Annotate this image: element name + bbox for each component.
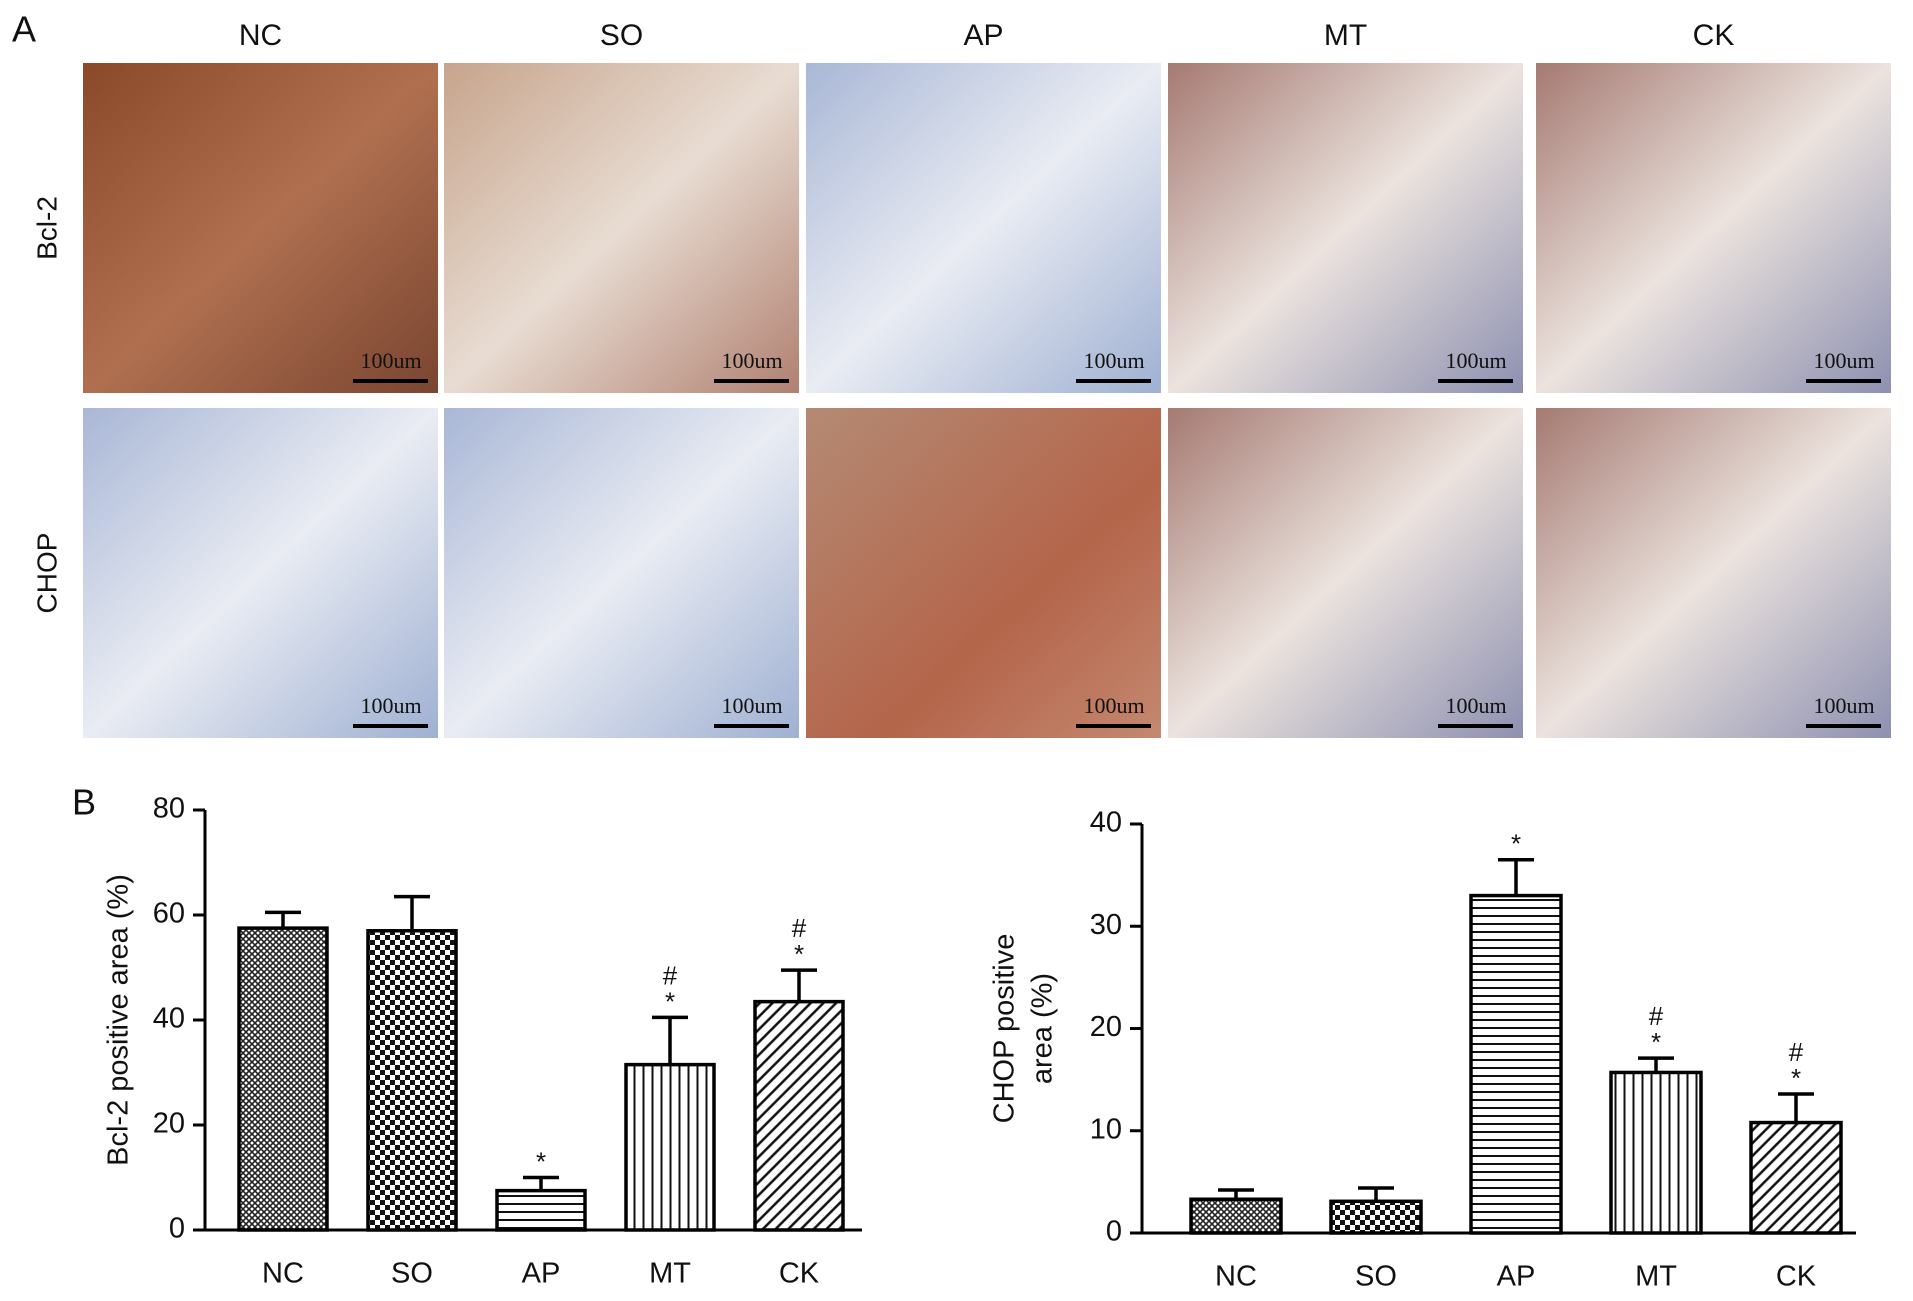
- micrograph: [1536, 63, 1891, 393]
- scale-bar-label: 100um: [360, 348, 421, 373]
- y-tick-label: 40: [1090, 807, 1122, 839]
- x-tick-label: SO: [1355, 1261, 1397, 1293]
- micrograph: [1168, 63, 1523, 393]
- scale-bar-label: 100um: [1813, 693, 1874, 718]
- scale-bar-label: 100um: [1445, 348, 1506, 373]
- x-tick-label: CK: [1776, 1261, 1817, 1293]
- micrograph: [1168, 408, 1523, 738]
- scale-bar-label: 100um: [360, 693, 421, 718]
- significance-mark: *: [536, 1146, 546, 1176]
- significance-mark: #: [792, 913, 807, 943]
- y-tick-label: 20: [153, 1108, 185, 1140]
- x-tick-label: NC: [1215, 1261, 1257, 1293]
- column-label: SO: [600, 19, 643, 52]
- scale-bar-label: 100um: [1083, 348, 1144, 373]
- column-label: NC: [239, 19, 282, 52]
- bar: [753, 999, 845, 1232]
- bar: [1749, 1120, 1843, 1235]
- significance-mark: *: [665, 986, 675, 1016]
- y-tick-label: 20: [1090, 1011, 1122, 1043]
- significance-mark: *: [1511, 829, 1521, 859]
- x-tick-label: NC: [262, 1258, 304, 1290]
- bar: [1329, 1199, 1423, 1235]
- row-label: Bcl-2: [31, 196, 62, 260]
- x-tick-label: AP: [522, 1258, 561, 1290]
- scale-bar-label: 100um: [1445, 693, 1506, 718]
- y-axis-label: Bcl-2 positive area (%): [103, 874, 135, 1166]
- bar: [1469, 893, 1563, 1235]
- x-tick-label: AP: [1497, 1261, 1536, 1293]
- panel-label: B: [72, 782, 96, 823]
- x-tick-label: SO: [391, 1258, 433, 1290]
- bar: [237, 926, 329, 1232]
- y-tick-label: 0: [1106, 1216, 1122, 1248]
- micrograph: [806, 408, 1161, 738]
- column-label: CK: [1693, 19, 1735, 52]
- bar: [495, 1188, 587, 1232]
- bar: [1189, 1197, 1283, 1235]
- significance-mark: #: [1789, 1037, 1804, 1067]
- x-tick-label: CK: [779, 1258, 820, 1290]
- column-label: AP: [963, 19, 1003, 52]
- micrograph: [806, 63, 1161, 393]
- bar: [366, 929, 458, 1232]
- scale-bar-label: 100um: [721, 693, 782, 718]
- y-axis-label: area (%): [1027, 973, 1059, 1084]
- y-tick-label: 60: [153, 898, 185, 930]
- scale-bar-label: 100um: [1813, 348, 1874, 373]
- row-label: CHOP: [31, 533, 62, 614]
- bar: [624, 1062, 716, 1232]
- column-label: MT: [1324, 19, 1367, 52]
- significance-mark: #: [663, 960, 678, 990]
- micrograph: [444, 63, 799, 393]
- y-tick-label: 30: [1090, 909, 1122, 941]
- scale-bar-label: 100um: [721, 348, 782, 373]
- significance-mark: *: [1791, 1063, 1801, 1093]
- micrograph: [1536, 408, 1891, 738]
- y-tick-label: 40: [153, 1003, 185, 1035]
- y-tick-label: 0: [169, 1213, 185, 1245]
- significance-mark: *: [1651, 1027, 1661, 1057]
- panel-label: A: [12, 9, 36, 50]
- significance-mark: *: [794, 939, 804, 969]
- y-tick-label: 10: [1090, 1113, 1122, 1145]
- y-axis-label: CHOP positive: [989, 934, 1021, 1124]
- y-tick-label: 80: [153, 793, 185, 825]
- x-tick-label: MT: [1635, 1261, 1677, 1293]
- x-tick-label: MT: [649, 1258, 691, 1290]
- micrograph: [444, 408, 799, 738]
- bar: [1609, 1070, 1703, 1235]
- micrograph: [83, 408, 438, 738]
- significance-mark: #: [1649, 1001, 1664, 1031]
- scale-bar-label: 100um: [1083, 693, 1144, 718]
- micrograph: [83, 63, 438, 393]
